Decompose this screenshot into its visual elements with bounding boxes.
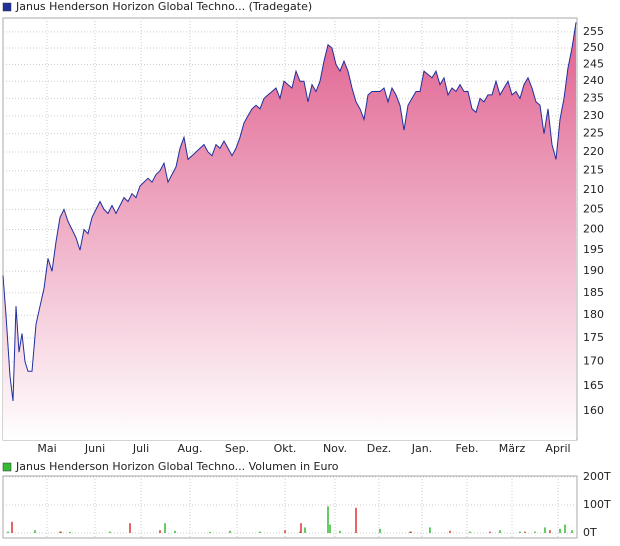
- x-tick-label: März: [499, 442, 526, 455]
- x-tick-label: April: [545, 442, 570, 455]
- y-tick-label: 210: [583, 183, 604, 196]
- bar: [519, 531, 521, 533]
- x-tick-label: Feb.: [456, 442, 479, 455]
- x-tick-label: Sep.: [225, 442, 249, 455]
- y-tick-label: 190: [583, 264, 604, 277]
- y-tick-label: 220: [583, 145, 604, 158]
- bar: [559, 528, 561, 533]
- area: [3, 22, 576, 441]
- bar: [534, 531, 536, 533]
- y-tick-label: 165: [583, 379, 604, 392]
- bar: [429, 527, 431, 533]
- bar: [109, 531, 111, 533]
- x-tick-label: Mai: [37, 442, 56, 455]
- bar: [60, 531, 62, 533]
- bar: [329, 524, 331, 533]
- y-tick-label: 205: [583, 202, 604, 215]
- bar: [209, 531, 211, 533]
- bar: [410, 531, 412, 533]
- bar: [129, 523, 131, 533]
- bar: [34, 530, 36, 533]
- legend-swatch: [2, 462, 12, 472]
- y-tick-label: 200T: [583, 470, 611, 483]
- bar: [327, 506, 329, 533]
- y-tick-label: 175: [583, 331, 604, 344]
- bar: [7, 531, 9, 533]
- x-tick-label: Dez.: [367, 442, 392, 455]
- bar: [11, 521, 13, 533]
- bar: [304, 527, 306, 533]
- bar: [159, 530, 161, 533]
- bar: [499, 530, 501, 533]
- bar: [300, 523, 302, 533]
- y-tick-label: 185: [583, 286, 604, 299]
- y-tick-label: 230: [583, 109, 604, 122]
- x-tick-label: Okt.: [274, 442, 297, 455]
- y-tick-label: 0T: [583, 526, 597, 539]
- legend-label: Janus Henderson Horizon Global Techno...…: [15, 460, 339, 473]
- bar: [339, 530, 341, 533]
- bar: [284, 530, 286, 533]
- volume-frame: [2, 475, 578, 539]
- y-tick-label: 235: [583, 91, 604, 104]
- bar: [489, 531, 491, 533]
- bar: [299, 531, 301, 533]
- bar: [524, 531, 526, 533]
- y-tick-label: 160: [583, 404, 604, 417]
- bar: [164, 523, 166, 533]
- bar: [229, 530, 231, 533]
- bar: [69, 531, 71, 533]
- y-tick-label: 195: [583, 243, 604, 256]
- y-tick-label: 180: [583, 308, 604, 321]
- legend-label: Janus Henderson Horizon Global Techno...…: [15, 0, 312, 13]
- x-tick-label: Nov.: [323, 442, 347, 455]
- line: [2, 22, 577, 401]
- y-tick-label: 250: [583, 41, 604, 54]
- x-tick-label: Jan.: [411, 442, 432, 455]
- legend-swatch: [2, 2, 12, 12]
- x-tick-label: Juni: [84, 442, 105, 455]
- bar: [549, 530, 551, 533]
- bar: [174, 530, 176, 533]
- bar: [449, 530, 451, 533]
- bar: [544, 527, 546, 533]
- bar: [469, 531, 471, 533]
- bar: [564, 524, 566, 533]
- bar: [259, 531, 261, 533]
- y-tick-label: 240: [583, 74, 604, 87]
- x-tick-label: Juli: [132, 442, 149, 455]
- x-tick-label: Aug.: [178, 442, 203, 455]
- bar: [571, 530, 573, 533]
- y-tick-label: 100T: [583, 498, 611, 511]
- bar: [409, 531, 411, 533]
- bar: [355, 507, 357, 533]
- bar: [59, 531, 61, 533]
- bar: [379, 528, 381, 533]
- y-tick-label: 245: [583, 57, 604, 70]
- y-tick-label: 200: [583, 223, 604, 236]
- y-tick-label: 255: [583, 25, 604, 38]
- y-tick-label: 225: [583, 127, 604, 140]
- y-tick-label: 170: [583, 355, 604, 368]
- y-tick-label: 215: [583, 164, 604, 177]
